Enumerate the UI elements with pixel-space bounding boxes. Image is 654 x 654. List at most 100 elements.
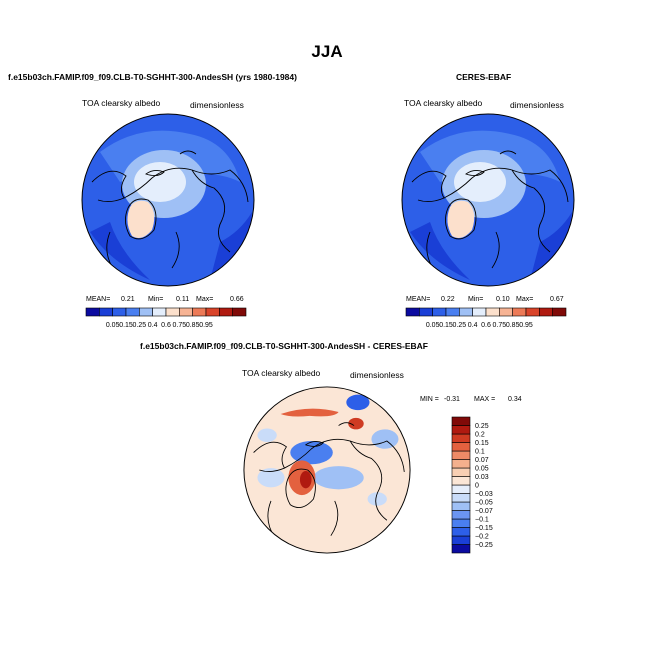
diff-colorbar-tick-label: −0.15 xyxy=(475,525,493,532)
left-panel-units: dimensionless xyxy=(190,100,244,110)
right-panel-map xyxy=(401,113,575,287)
right-colorbar-tick-label: 0.95 xyxy=(519,322,533,329)
left-colorbar-tick-label: 0.85 xyxy=(186,322,200,329)
left-panel-max-label: Max= xyxy=(196,296,214,303)
right-panel-title: CERES-EBAF xyxy=(456,72,512,82)
right-colorbar-bin xyxy=(432,307,447,317)
diff-colorbar-bin xyxy=(451,442,471,452)
right-panel-variable: TOA clearsky albedo xyxy=(404,98,483,108)
left-colorbar-bin xyxy=(219,307,233,317)
diff-colorbar-tick-label: −0.25 xyxy=(475,542,493,549)
diff-colorbar-bin xyxy=(451,535,471,545)
left-colorbar-bin xyxy=(139,307,153,317)
diff-colorbar-bin xyxy=(451,518,471,528)
diff-panel-map xyxy=(243,386,411,554)
diff-colorbar-bin xyxy=(451,476,471,486)
right-panel-min-value: 0.10 xyxy=(496,296,510,303)
right-colorbar-bin xyxy=(499,307,513,317)
greenland-albedo xyxy=(447,200,475,238)
coastlines xyxy=(91,150,249,271)
left-colorbar-bin xyxy=(85,307,100,317)
left-colorbar-tick-label: 0.95 xyxy=(199,322,213,329)
right-colorbar-tick-label: 0.05 xyxy=(426,322,440,329)
diff-panel-max-label: MAX = xyxy=(474,396,496,403)
left-colorbar-bin xyxy=(192,307,207,317)
diff-panel-colorbar: −0.25−0.2−0.15−0.1−0.07−0.05−0.0300.030.… xyxy=(451,416,493,554)
right-colorbar-tick-label: 0.6 xyxy=(481,322,491,329)
diff-colorbar-bin xyxy=(451,433,471,443)
low-albedo-region xyxy=(530,212,572,280)
right-panel-max-value: 0.67 xyxy=(550,296,564,303)
diff-colorbar-bin xyxy=(451,416,471,426)
diff-colorbar-tick-label: −0.1 xyxy=(475,517,489,524)
right-colorbar-bin xyxy=(525,307,540,317)
right-panel-mean-label: MEAN= xyxy=(406,296,431,303)
left-colorbar-bin xyxy=(165,307,180,317)
right-colorbar-bin xyxy=(405,307,420,317)
greenland-albedo xyxy=(127,200,155,238)
diff-colorbar-tick-label: −0.2 xyxy=(475,534,489,541)
left-colorbar-bin xyxy=(125,307,140,317)
diff-panel-min-value: -0.31 xyxy=(444,396,460,403)
right-colorbar-tick-label: 0.85 xyxy=(506,322,520,329)
negative-difference-region xyxy=(257,468,285,488)
diff-colorbar-tick-label: 0.2 xyxy=(475,432,485,439)
figure-title: JJA xyxy=(311,42,343,61)
left-colorbar-bin xyxy=(179,307,193,317)
sea-ice-albedo xyxy=(134,162,186,202)
diff-colorbar-bin xyxy=(451,527,471,537)
diff-colorbar-bin xyxy=(451,467,471,477)
right-colorbar-bin xyxy=(539,307,553,317)
right-panel-mean-value: 0.22 xyxy=(441,296,455,303)
negative-difference-region xyxy=(367,492,387,506)
diff-colorbar-tick-label: −0.03 xyxy=(475,491,493,498)
diff-colorbar-tick-label: 0 xyxy=(475,483,479,490)
diff-colorbar-bin xyxy=(451,484,471,494)
diff-panel-min-label: MIN = xyxy=(420,396,439,403)
map-boundary xyxy=(401,113,575,287)
right-colorbar-bin xyxy=(445,307,460,317)
right-colorbar-bin xyxy=(552,307,567,317)
left-colorbar-bin xyxy=(205,307,220,317)
left-panel-min-value: 0.11 xyxy=(176,296,190,303)
low-albedo-region xyxy=(90,222,150,280)
right-panel-colorbar: 0.05 0.15 0.25 0.4 0.6 0.75 0.85 0.95 xyxy=(405,307,567,329)
left-colorbar-tick-label: 0.05 xyxy=(106,322,120,329)
left-colorbar-tick-label: 0.75 xyxy=(173,322,187,329)
map-boundary xyxy=(243,386,411,554)
diff-panel-title: f.e15b03ch.FAMIP.f09_f09.CLB-T0-SGHHT-30… xyxy=(140,341,428,351)
diff-colorbar-bin xyxy=(451,459,471,469)
diff-colorbar-tick-label: 0.1 xyxy=(475,449,485,456)
diff-panel-max-value: 0.34 xyxy=(508,396,522,403)
right-panel-min-label: Min= xyxy=(468,296,484,303)
right-colorbar-tick-label: 0.25 xyxy=(453,322,467,329)
left-panel-min-label: Min= xyxy=(148,296,164,303)
diff-colorbar-bin xyxy=(451,501,471,511)
diff-panel-units: dimensionless xyxy=(350,370,404,380)
left-colorbar-bin xyxy=(152,307,167,317)
negative-difference-region xyxy=(346,394,370,411)
low-albedo-region xyxy=(210,212,252,280)
diff-colorbar-tick-label: 0.05 xyxy=(475,466,489,473)
diff-colorbar-bin xyxy=(451,510,471,520)
left-colorbar-tick-label: 0.6 xyxy=(161,322,171,329)
left-colorbar-tick-label: 0.15 xyxy=(119,322,133,329)
diff-panel-variable: TOA clearsky albedo xyxy=(242,368,321,378)
diff-colorbar-tick-label: −0.05 xyxy=(475,500,493,507)
positive-difference-region xyxy=(299,470,312,489)
left-panel-colorbar: 0.05 0.15 0.25 0.4 0.6 0.75 0.85 0.95 xyxy=(85,307,247,329)
diff-colorbar-bin xyxy=(451,425,471,435)
right-panel-max-label: Max= xyxy=(516,296,534,303)
map-boundary xyxy=(81,113,255,287)
left-panel-mean-value: 0.21 xyxy=(121,296,135,303)
diff-colorbar-tick-label: 0.25 xyxy=(475,423,489,430)
right-colorbar-tick-label: 0.15 xyxy=(439,322,453,329)
right-colorbar-bin xyxy=(419,307,433,317)
left-colorbar-tick-label: 0.4 xyxy=(148,322,158,329)
left-panel-mean-label: MEAN= xyxy=(86,296,111,303)
left-colorbar-bin xyxy=(99,307,113,317)
diff-colorbar-bin xyxy=(451,450,471,460)
positive-difference-region xyxy=(348,417,364,430)
diff-colorbar-tick-label: −0.07 xyxy=(475,508,493,515)
right-panel-units: dimensionless xyxy=(510,100,564,110)
